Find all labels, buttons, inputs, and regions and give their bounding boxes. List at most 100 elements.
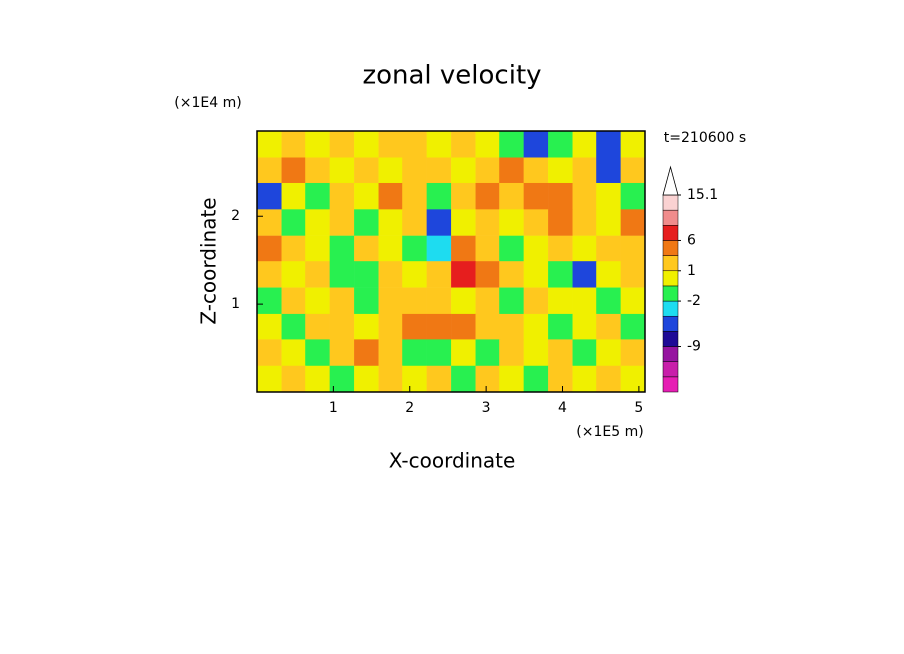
field-cell — [499, 182, 524, 210]
field-cell — [548, 339, 573, 367]
field-cell — [475, 339, 501, 367]
colorbar-segment — [662, 346, 679, 362]
x-tick-label: 4 — [558, 400, 567, 416]
field-cell — [572, 261, 598, 288]
field-cell — [523, 339, 549, 367]
field-cell — [572, 182, 598, 210]
colorbar-segment — [662, 315, 679, 332]
field-cell — [378, 182, 404, 210]
x-axis-label: X-coordinate — [389, 449, 516, 473]
x-unit: (×1E5 m) — [576, 424, 643, 440]
field-cell — [329, 209, 355, 236]
field-cell — [523, 209, 549, 236]
field-cell — [620, 339, 645, 367]
field-cell — [451, 235, 476, 263]
field-cell — [281, 287, 307, 315]
field-cell — [257, 131, 282, 158]
field-cell — [329, 157, 355, 185]
field-cell — [620, 313, 645, 341]
field-cell — [305, 157, 330, 185]
field-cell — [596, 182, 621, 210]
field-cell — [572, 339, 598, 367]
field-cell — [523, 287, 549, 315]
field-cell — [402, 365, 427, 392]
field-cell — [572, 365, 598, 392]
field-cell — [281, 365, 307, 392]
field-cell — [523, 365, 549, 392]
field-cell — [281, 131, 307, 158]
field-cell — [451, 287, 476, 315]
field-cell — [354, 261, 379, 288]
field-cell — [523, 235, 549, 263]
field-cell — [378, 287, 404, 315]
field-cell — [305, 287, 330, 315]
field-cell — [281, 313, 307, 341]
field-cell — [499, 365, 524, 392]
field-cell — [596, 287, 621, 315]
field-cell — [354, 157, 379, 185]
field-cell — [378, 365, 404, 392]
field-cell — [426, 131, 452, 158]
field-cell — [329, 313, 355, 341]
field-cell — [451, 182, 476, 210]
field-cell — [426, 157, 452, 185]
field-cell — [402, 131, 427, 158]
x-tick-label: 1 — [329, 400, 338, 416]
field-cell — [402, 287, 427, 315]
field-cell — [548, 182, 573, 210]
field-cell — [451, 365, 476, 392]
field-cell — [596, 209, 621, 236]
field-cell — [281, 157, 307, 185]
field-cell — [378, 157, 404, 185]
field-cell — [426, 339, 452, 367]
field-cell — [402, 339, 427, 367]
field-cell — [329, 182, 355, 210]
field-cell — [305, 313, 330, 341]
field-cell — [426, 261, 452, 288]
field-cell — [451, 209, 476, 236]
field-cell — [499, 235, 524, 263]
field-cell — [499, 261, 524, 288]
field-cell — [329, 287, 355, 315]
field-cell — [572, 235, 598, 263]
field-cell — [426, 209, 452, 236]
colorbar-tick-label: 6 — [687, 232, 696, 248]
x-tick-label: 3 — [482, 400, 491, 416]
colorbar-tick-label: -9 — [687, 339, 701, 355]
field-cell — [523, 157, 549, 185]
x-tick-label: 5 — [634, 400, 643, 416]
field-cell — [378, 313, 404, 341]
field-cell — [596, 235, 621, 263]
colorbar-segment — [662, 300, 679, 317]
field-cell — [475, 261, 501, 288]
field-cell — [523, 261, 549, 288]
colorbar-extension — [662, 165, 679, 196]
y-axis-label: Z-coordinate — [197, 197, 221, 324]
time-label: t=210600 s — [664, 130, 746, 146]
field-cell — [378, 261, 404, 288]
field-cell — [548, 313, 573, 341]
field-cell — [620, 287, 645, 315]
field-cell — [451, 339, 476, 367]
field-cell — [523, 131, 549, 158]
y-tick-label: 2 — [231, 208, 240, 224]
field-cell — [548, 365, 573, 392]
field-cell — [402, 209, 427, 236]
field-cell — [475, 313, 501, 341]
field-cell — [572, 131, 598, 158]
field-cell — [354, 131, 379, 158]
colorbar-segment — [662, 240, 679, 256]
field-cell — [281, 339, 307, 367]
field-cell — [305, 182, 330, 210]
field-cell — [499, 131, 524, 158]
field-cell — [378, 235, 404, 263]
field-cell — [548, 261, 573, 288]
field-cell — [257, 287, 282, 315]
field-cell — [426, 287, 452, 315]
field-cell — [475, 365, 501, 392]
colorbar-segment — [662, 255, 679, 272]
colorbar-segment — [662, 285, 679, 302]
field-cell — [305, 235, 330, 263]
field-cell — [354, 235, 379, 263]
field-cell — [475, 157, 501, 185]
